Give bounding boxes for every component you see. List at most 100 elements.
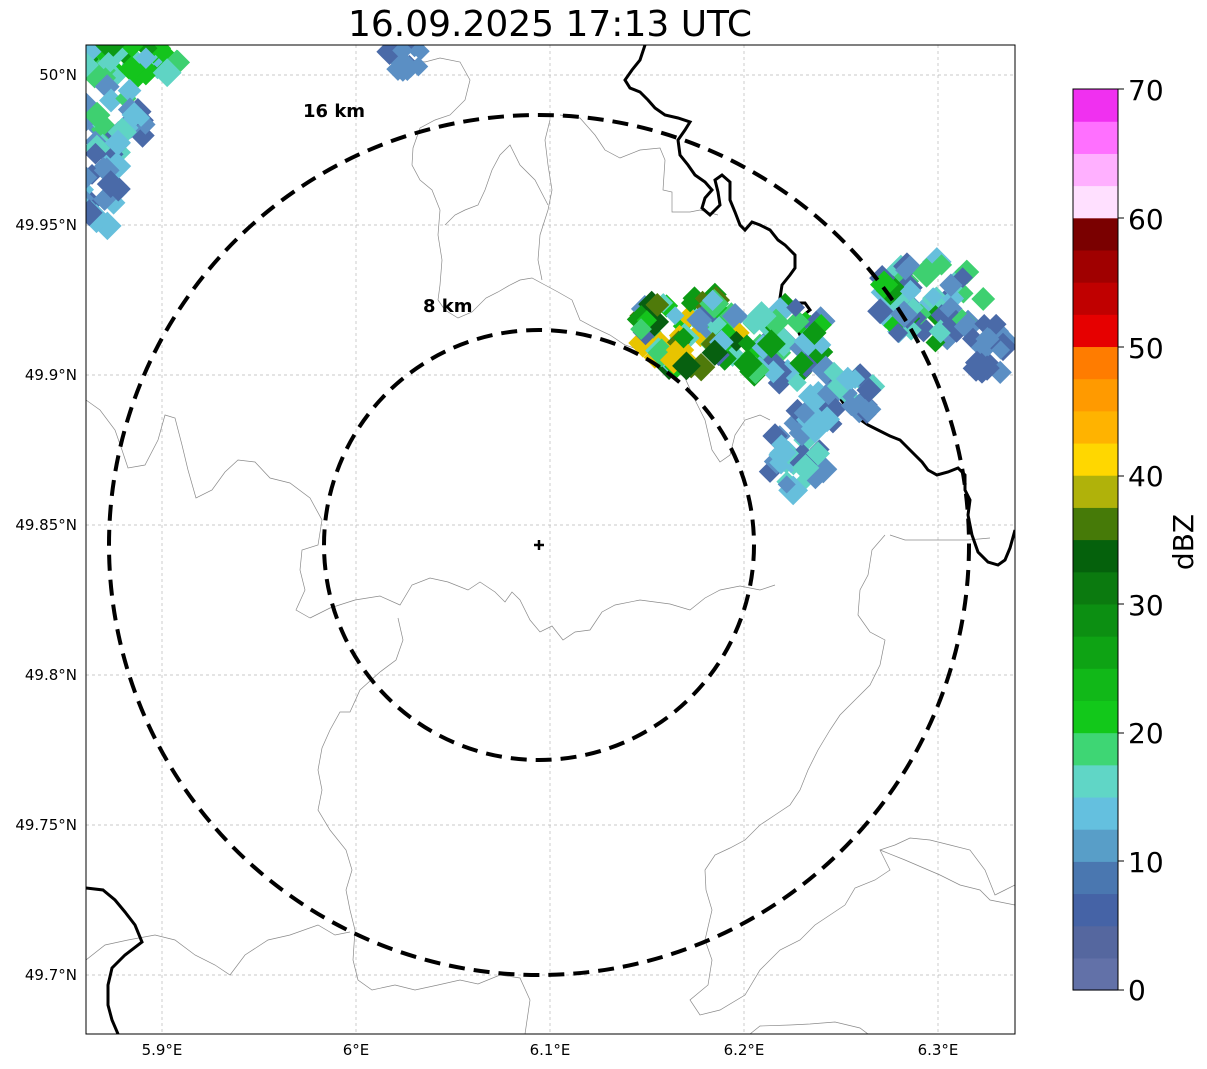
echo-cell bbox=[86, 68, 105, 89]
colorbar: 0 10 20 30 40 50 60 70 dBZ bbox=[1072, 74, 1200, 1007]
colorbar-bin bbox=[1073, 861, 1118, 895]
lat-tick: 49.7°N bbox=[25, 966, 77, 984]
echo-cell bbox=[840, 395, 862, 417]
colorbar-bin bbox=[1073, 217, 1118, 251]
echo-cell bbox=[701, 339, 728, 366]
echo-cell bbox=[793, 402, 815, 424]
colorbar-label: dBZ bbox=[1167, 514, 1200, 570]
echo-cell bbox=[786, 298, 805, 317]
range-ring-8km bbox=[322, 328, 756, 762]
colorbar-ticks: 0 10 20 30 40 50 60 70 bbox=[1118, 74, 1164, 1007]
echo-cell bbox=[665, 306, 685, 326]
echo-cell bbox=[101, 190, 126, 215]
echo-cell bbox=[104, 129, 131, 156]
echo-cell bbox=[733, 349, 763, 379]
colorbar-bin bbox=[1073, 571, 1118, 605]
echo-cell bbox=[869, 270, 899, 299]
echo-cell bbox=[985, 313, 1007, 335]
echo-cell bbox=[785, 309, 810, 334]
echo-cell bbox=[93, 157, 120, 184]
echo-cell bbox=[789, 351, 814, 376]
map-title: 16.09.2025 17:13 UTC bbox=[347, 4, 753, 45]
echo-cell bbox=[762, 308, 790, 336]
echo-cell bbox=[962, 354, 990, 382]
echo-cell bbox=[737, 334, 756, 353]
colorbar-tick: 70 bbox=[1128, 74, 1164, 107]
colorbar-bin bbox=[1073, 378, 1118, 412]
echo-cell bbox=[941, 287, 965, 310]
colorbar-bin bbox=[1073, 475, 1118, 508]
echo-cell bbox=[974, 314, 995, 334]
echo-cell bbox=[401, 59, 420, 78]
echo-cell bbox=[86, 199, 103, 227]
echo-cell bbox=[924, 287, 943, 307]
colorbar-bin bbox=[1073, 121, 1118, 154]
echo-cell bbox=[883, 313, 908, 338]
colorbar-bin bbox=[1073, 346, 1118, 380]
colorbar-bin bbox=[1073, 796, 1118, 830]
colorbar-tick: 60 bbox=[1128, 203, 1164, 236]
echo-cell bbox=[818, 394, 847, 423]
map-frame bbox=[85, 44, 1016, 1035]
colorbar-bin bbox=[1073, 282, 1118, 315]
echo-cell bbox=[787, 372, 807, 393]
colorbar-bin bbox=[1073, 700, 1118, 734]
echo-cell bbox=[756, 329, 786, 359]
echo-cell bbox=[856, 377, 882, 403]
echo-cell bbox=[686, 307, 713, 333]
colorbar-bin bbox=[1073, 539, 1118, 573]
radar-echoes bbox=[86, 45, 1015, 506]
colorbar-bin bbox=[1073, 314, 1118, 348]
colorbar-tick: 30 bbox=[1128, 589, 1164, 622]
echo-cell bbox=[721, 303, 749, 330]
echo-cell bbox=[652, 348, 671, 368]
echo-cell bbox=[835, 366, 860, 391]
echo-cell bbox=[96, 170, 125, 199]
colorbar-bin bbox=[1073, 893, 1118, 927]
lon-tick: 6.1°E bbox=[530, 1041, 571, 1059]
lat-tick: 50°N bbox=[39, 66, 77, 84]
echo-cell bbox=[86, 101, 111, 129]
echo-cell bbox=[855, 396, 882, 423]
lat-tick: 49.85°N bbox=[15, 516, 77, 534]
echo-cell bbox=[673, 327, 694, 349]
lat-tick: 49.95°N bbox=[15, 216, 77, 234]
echo-cell bbox=[766, 297, 795, 326]
colorbar-bin bbox=[1073, 668, 1118, 701]
echo-cell bbox=[941, 309, 971, 339]
echo-cell bbox=[899, 255, 921, 276]
echo-cell bbox=[118, 55, 145, 83]
echo-cell bbox=[696, 317, 719, 340]
colorbar-tick: 10 bbox=[1128, 846, 1164, 879]
echo-cell bbox=[121, 102, 147, 128]
echo-cell bbox=[746, 301, 777, 332]
colorbar-bin bbox=[1073, 957, 1118, 991]
colorbar-bin bbox=[1073, 153, 1118, 187]
echo-cell bbox=[86, 142, 107, 165]
lat-tick: 49.8°N bbox=[25, 666, 77, 684]
range-ring-16km bbox=[107, 113, 971, 977]
echo-cell bbox=[910, 316, 937, 343]
echo-cell bbox=[952, 267, 973, 288]
echo-cell bbox=[899, 279, 922, 302]
echo-cell bbox=[686, 320, 714, 348]
echo-cell bbox=[628, 328, 658, 358]
echo-cell bbox=[117, 78, 142, 103]
echo-cell bbox=[991, 340, 1011, 360]
lon-tick: 5.9°E bbox=[142, 1041, 183, 1059]
echo-cell bbox=[392, 45, 413, 61]
colorbar-bin bbox=[1073, 764, 1118, 798]
echo-cell bbox=[680, 293, 700, 313]
echo-cell bbox=[135, 47, 157, 69]
echo-cell bbox=[102, 151, 132, 181]
colorbar-bin bbox=[1073, 732, 1118, 766]
colorbar-bin bbox=[1073, 507, 1118, 541]
echo-cell bbox=[771, 434, 792, 455]
echo-cell bbox=[761, 360, 785, 384]
colorbar-bin bbox=[1073, 925, 1118, 959]
map-area[interactable] bbox=[86, 45, 1015, 1034]
echo-cell bbox=[802, 320, 827, 345]
lat-tick: 49.9°N bbox=[25, 366, 77, 384]
radar-site-marker bbox=[534, 540, 544, 550]
echo-cell bbox=[99, 88, 123, 113]
